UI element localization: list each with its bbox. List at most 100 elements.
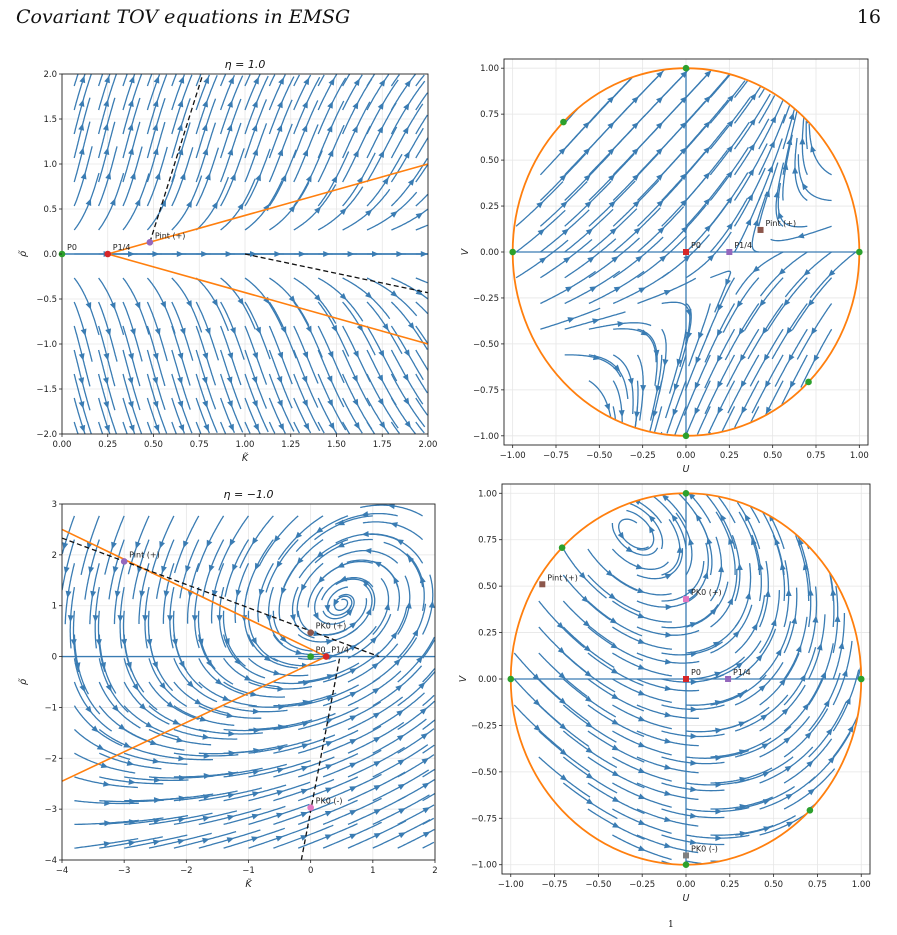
- streamline: [268, 421, 276, 434]
- stream-arrow: [727, 597, 733, 606]
- stream-arrow: [607, 147, 615, 156]
- stream-arrow: [352, 398, 359, 407]
- streamline: [636, 548, 684, 580]
- streamline: [146, 421, 153, 434]
- stream-arrow: [664, 685, 673, 692]
- stream-arrow: [197, 638, 204, 646]
- y-tick-label: 1.00: [478, 489, 497, 499]
- stream-arrow: [112, 704, 119, 712]
- stream-arrow: [419, 707, 428, 715]
- streamline: [415, 277, 428, 284]
- boundary-point: [805, 378, 812, 386]
- x-tick-label: 1.00: [850, 451, 869, 461]
- stream-arrow: [403, 151, 410, 159]
- stream-arrow: [810, 144, 817, 153]
- stream-arrow: [191, 615, 198, 623]
- stream-arrow: [103, 99, 110, 107]
- stream-arrow: [352, 125, 358, 133]
- stream-arrow: [215, 678, 223, 685]
- stream-arrow: [690, 786, 698, 793]
- stream-arrow: [762, 799, 771, 805]
- stream-arrow: [804, 731, 812, 740]
- fixed-point-marker: [726, 249, 733, 255]
- stream-arrow: [704, 70, 712, 78]
- stream-arrow: [111, 541, 117, 550]
- stream-arrow: [422, 807, 431, 814]
- stream-arrow: [673, 383, 680, 391]
- chart-panel-1: P0 P1/4 Pint (+) 0.00 0.25 0.50 0.75 1.00 1.25 1.…: [18, 58, 437, 464]
- stream-arrow: [130, 172, 136, 180]
- stream-arrow: [253, 76, 259, 85]
- streamline: [97, 74, 104, 87]
- stream-arrow: [785, 589, 792, 597]
- separatrix-line: [61, 655, 327, 782]
- streamline: [122, 421, 128, 434]
- stream-arrow: [222, 695, 230, 701]
- stream-arrow: [103, 780, 111, 787]
- stream-arrow: [276, 124, 283, 132]
- x-tick-label: −2: [180, 866, 193, 876]
- stream-arrow: [664, 658, 673, 665]
- streamline: [587, 704, 645, 738]
- x-tick-label: 1: [370, 866, 375, 876]
- chart-panel-4: P0 P1/4 PK0 (+) PK0 (-) Pint (+) −1.00 −0.75 −0…: [458, 483, 871, 904]
- streamline: [758, 95, 776, 124]
- boundary-point: [558, 544, 566, 551]
- stream-arrow: [211, 299, 218, 307]
- stream-arrow: [770, 115, 777, 124]
- stream-arrow: [172, 638, 178, 647]
- stream-arrow: [202, 837, 210, 844]
- stream-arrow: [767, 165, 773, 173]
- stream-arrow: [353, 350, 359, 359]
- stream-arrow: [90, 590, 97, 599]
- stream-arrow: [161, 565, 167, 574]
- separatrix-line: [61, 528, 327, 658]
- stream-arrow: [649, 525, 655, 534]
- stream-arrow: [92, 615, 99, 623]
- streamline: [415, 164, 428, 183]
- stream-arrow: [325, 638, 334, 645]
- stream-arrow: [740, 380, 747, 388]
- x-tick-label: −0.25: [629, 880, 655, 890]
- stream-arrow: [586, 798, 594, 805]
- stream-arrow: [324, 834, 333, 841]
- y-tick-label: 0.00: [480, 248, 499, 258]
- stream-arrow: [664, 816, 672, 823]
- stream-arrow: [764, 189, 770, 198]
- stream-arrow: [403, 102, 410, 111]
- stream-arrow: [349, 668, 358, 675]
- streamline: [422, 694, 435, 707]
- streamline: [195, 74, 202, 87]
- stream-arrow: [703, 146, 711, 154]
- y-tick-label: 0: [52, 653, 57, 663]
- stream-arrow: [250, 637, 257, 645]
- x-tick-label: −0.75: [542, 880, 568, 890]
- stream-arrow: [752, 265, 760, 273]
- stream-arrow: [736, 300, 744, 308]
- stream-arrow: [709, 607, 717, 616]
- stream-arrow: [252, 537, 259, 545]
- stream-arrow: [726, 170, 733, 179]
- stream-arrow: [152, 376, 159, 385]
- stream-arrow: [117, 615, 124, 623]
- streamline: [123, 705, 179, 738]
- stream-arrow: [230, 327, 236, 335]
- stream-arrow: [126, 760, 135, 766]
- stream-arrow: [664, 764, 672, 770]
- stream-arrow: [791, 616, 798, 625]
- stream-arrow: [176, 736, 184, 743]
- x-tick-label: 2: [432, 866, 437, 876]
- stream-arrow: [686, 331, 693, 340]
- stream-arrow: [159, 541, 165, 549]
- stream-arrow: [637, 689, 646, 696]
- streamline: [759, 813, 807, 836]
- stream-arrow: [390, 631, 398, 640]
- streamline: [636, 834, 699, 854]
- streamline: [587, 574, 641, 613]
- stream-arrow: [679, 121, 687, 129]
- stream-arrow: [85, 705, 92, 714]
- stream-arrow: [583, 645, 592, 652]
- stream-arrow: [761, 743, 770, 750]
- stream-arrow: [178, 424, 185, 432]
- stream-arrow: [186, 680, 194, 688]
